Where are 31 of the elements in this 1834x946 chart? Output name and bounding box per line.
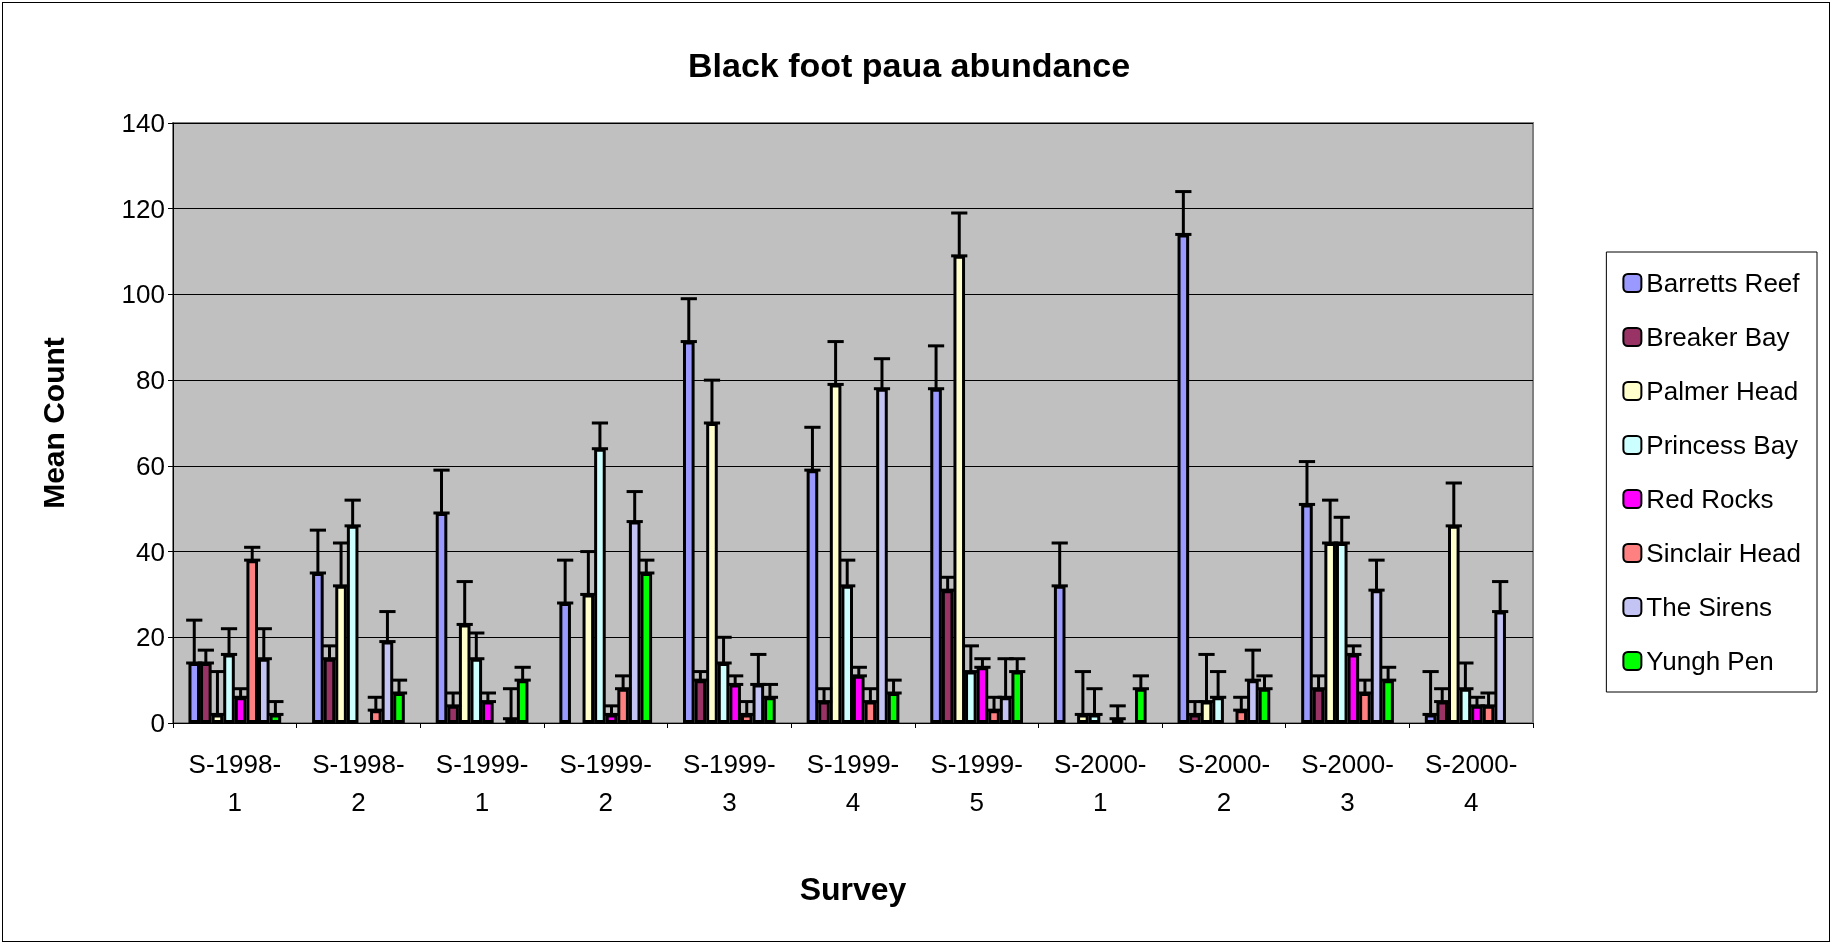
x-axis-title: Survey (799, 871, 907, 907)
legend-label: Princess Bay (1646, 430, 1799, 460)
x-tick-label: S-2000-2 (1177, 749, 1271, 817)
x-tick-label: S-1999-5 (930, 749, 1023, 817)
y-tick-label: 0 (150, 708, 165, 738)
x-tick-label: S-2000-3 (1301, 749, 1394, 817)
chart-title: Black foot paua abundance (688, 46, 1131, 84)
x-tick-label: S-2000-1 (1054, 749, 1147, 817)
y-tick-label: 20 (136, 622, 165, 653)
legend-label: Barretts Reef (1646, 268, 1801, 298)
y-tick-label: 100 (121, 279, 165, 310)
x-tick-label: S-1999-2 (559, 749, 652, 817)
y-tick-label: 40 (136, 536, 165, 567)
legend-label: Palmer Head (1646, 376, 1799, 406)
bar (1135, 688, 1147, 723)
legend-label: The Sirens (1646, 592, 1773, 622)
y-tick-label: 60 (136, 450, 165, 481)
y-axis-title: Mean Count (36, 337, 70, 509)
legend-label: Yungh Pen (1646, 646, 1774, 676)
legend-label: Breaker Bay (1646, 322, 1790, 352)
x-tick-label: S-2000-4 (1424, 749, 1518, 817)
y-tick-label: 140 (121, 108, 165, 138)
x-tick-label: S-1998-1 (188, 749, 282, 817)
x-tick-label: S-1999-1 (435, 749, 529, 817)
x-tick-label: S-1999-4 (806, 749, 900, 817)
x-tick-label: S-1999-3 (683, 749, 776, 817)
y-tick-label: 120 (121, 193, 165, 224)
x-tick-label: S-1998-2 (312, 749, 405, 817)
y-tick-label: 80 (136, 365, 165, 396)
legend-label: Sinclair Head (1646, 538, 1802, 568)
legend-label: Red Rocks (1646, 484, 1774, 514)
